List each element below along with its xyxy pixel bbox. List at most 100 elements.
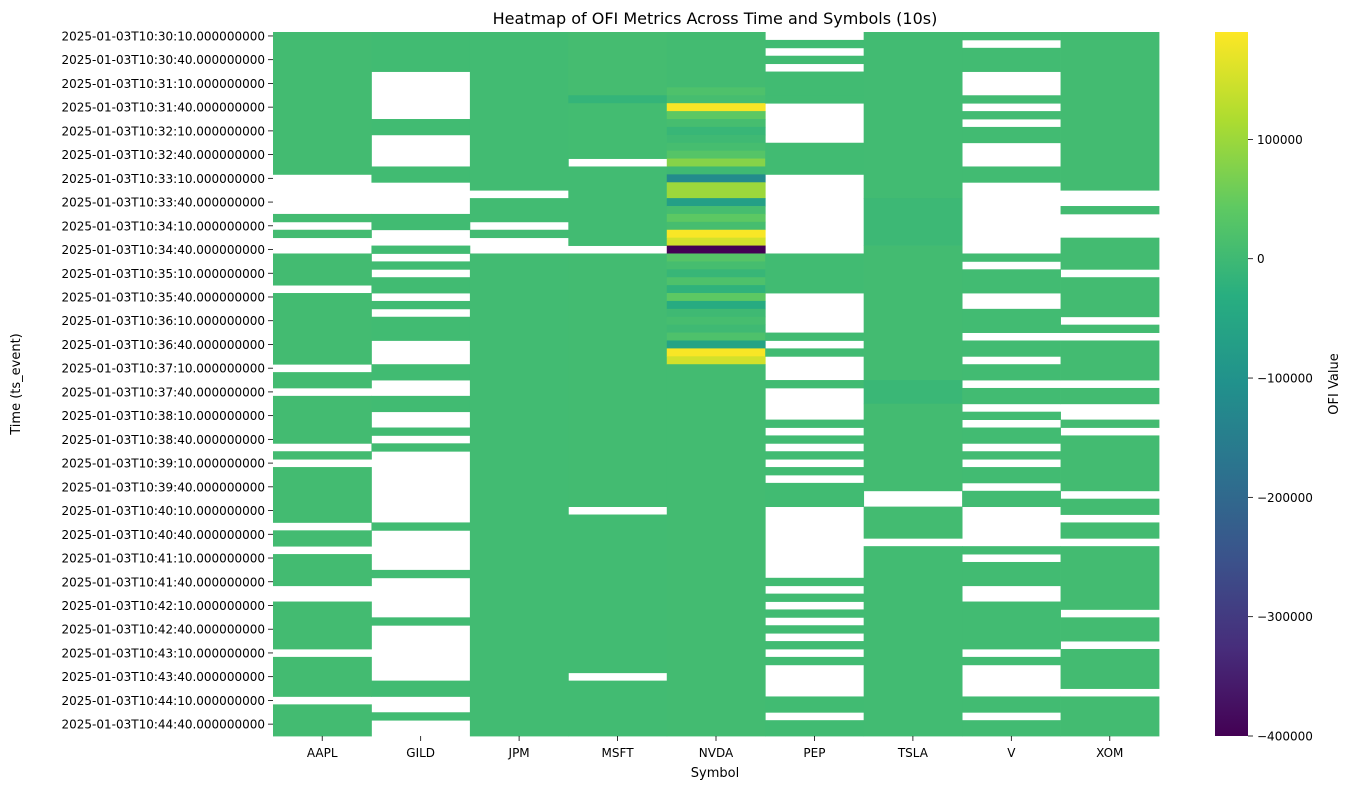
heatmap-cell-nvda — [666, 174, 766, 183]
heatmap-cell-pep — [765, 419, 865, 428]
heatmap-cell-nvda — [666, 150, 766, 159]
heatmap-cell-nvda — [666, 253, 766, 262]
heatmap-cell-nvda — [666, 95, 766, 104]
heatmap-cell-msft — [568, 253, 668, 507]
x-tick-label: V — [1007, 746, 1016, 760]
heatmap-cell-msft — [568, 95, 668, 104]
heatmap-cell-aapl — [273, 213, 372, 223]
x-tick-label: AAPL — [307, 746, 338, 760]
heatmap-cell-pep — [765, 380, 865, 389]
y-tick-label: 2025-01-03T10:38:10.000000000 — [62, 409, 266, 423]
y-tick-label: 2025-01-03T10:42:40.000000000 — [62, 623, 266, 637]
heatmap-cell-pep — [765, 142, 865, 175]
heatmap-cell-msft — [568, 32, 668, 96]
heatmap-cell-xom — [1060, 277, 1160, 318]
x-tick-label: XOM — [1096, 746, 1123, 760]
heatmap-cell-gild — [371, 395, 471, 413]
x-tick-label: TSLA — [897, 746, 929, 760]
heatmap-cell-pep — [765, 435, 865, 444]
heatmap-cell-gild — [371, 680, 471, 697]
heatmap-cell-gild — [371, 245, 471, 254]
heatmap-cell-nvda — [666, 348, 766, 357]
heatmap-cell-v — [962, 720, 1061, 737]
heatmap-cell-v — [962, 411, 1061, 420]
heatmap-cell-nvda — [666, 316, 766, 326]
heatmap-cell-gild — [371, 522, 471, 531]
heatmap-cell-v — [962, 269, 1061, 294]
heatmap-cell-msft — [568, 166, 668, 246]
heatmap-cell-tsla — [863, 380, 963, 405]
heatmap-cell-gild — [371, 277, 471, 294]
heatmap-cell-tsla — [863, 198, 963, 246]
heatmap-cell-nvda — [666, 229, 766, 239]
heatmap-cell-nvda — [666, 206, 766, 215]
heatmap-cell-msft — [568, 680, 668, 737]
heatmap-cell-nvda — [666, 119, 766, 128]
heatmap-cell-nvda — [666, 166, 766, 175]
heatmap-cell-aapl — [273, 293, 372, 365]
y-tick-label: 2025-01-03T10:37:10.000000000 — [62, 362, 266, 376]
y-tick-label: 2025-01-03T10:40:10.000000000 — [62, 504, 266, 518]
heatmap-cell-v — [962, 451, 1061, 460]
x-axis-label: Symbol — [691, 766, 739, 781]
heatmap-cell-jpm — [469, 32, 569, 191]
heatmap-cell-gild — [371, 427, 471, 436]
heatmap-cell-tsla — [863, 403, 963, 492]
heatmap-cell-aapl — [273, 253, 372, 286]
heatmap-cell-tsla — [863, 506, 963, 539]
x-tick-label: GILD — [406, 746, 435, 760]
heatmap-cell-nvda — [666, 111, 766, 120]
y-tick-label: 2025-01-03T10:41:40.000000000 — [62, 575, 266, 589]
y-tick-label: 2025-01-03T10:32:40.000000000 — [62, 148, 266, 162]
colorbar-label: OFI Value — [1327, 353, 1342, 414]
y-tick-label: 2025-01-03T10:31:10.000000000 — [62, 77, 266, 91]
heatmap-cell-gild — [371, 261, 471, 270]
heatmap-cell-gild — [371, 300, 471, 310]
heatmap-cell-gild — [371, 316, 471, 341]
heatmap-cell-nvda — [666, 293, 766, 302]
x-tick-label: NVDA — [699, 746, 734, 760]
heatmap-cell-aapl — [273, 554, 372, 587]
heatmap-cell-xom — [1060, 498, 1160, 515]
heatmap-cell-xom — [1060, 324, 1160, 333]
heatmap-cell-v — [962, 427, 1061, 444]
heatmap-cell-v — [962, 340, 1061, 357]
heatmap-cell-nvda — [666, 340, 766, 349]
heatmap-cell-nvda — [666, 221, 766, 231]
heatmap-cell-tsla — [863, 546, 963, 737]
colorbar-tick-label: −300000 — [1257, 610, 1313, 624]
heatmap-cell-pep — [765, 593, 865, 602]
heatmap-cell-v — [962, 546, 1061, 555]
heatmap-cell-pep — [765, 609, 865, 618]
y-tick-label: 2025-01-03T10:30:40.000000000 — [62, 53, 266, 67]
y-tick-label: 2025-01-03T10:44:40.000000000 — [62, 718, 266, 732]
heatmap-cell-xom — [1060, 435, 1160, 492]
heatmap-cell-aapl — [273, 372, 372, 389]
y-axis: 2025-01-03T10:30:10.000000000 2025-01-03T… — [62, 29, 273, 732]
heatmap-cell-v — [962, 166, 1061, 183]
heatmap-cell-nvda — [666, 126, 766, 136]
heatmap-cell-aapl — [273, 395, 372, 444]
heatmap-cell-pep — [765, 696, 865, 713]
heatmap-cell-nvda — [666, 213, 766, 223]
heatmap-cell-nvda — [666, 261, 766, 270]
heatmap-cells — [273, 32, 1160, 737]
y-tick-label: 2025-01-03T10:33:40.000000000 — [62, 196, 266, 210]
heatmap-cell-gild — [371, 166, 471, 183]
heatmap-cell-xom — [1060, 419, 1160, 428]
y-tick-label: 2025-01-03T10:34:40.000000000 — [62, 243, 266, 257]
heatmap-cell-nvda — [666, 134, 766, 144]
heatmap-cell-pep — [765, 467, 865, 476]
colorbar-tick-label: −400000 — [1257, 730, 1313, 744]
heatmap-cell-nvda — [666, 324, 766, 333]
y-axis-label: Time (ts_event) — [9, 333, 24, 436]
y-tick-label: 2025-01-03T10:39:40.000000000 — [62, 480, 266, 494]
heatmap-cell-aapl — [273, 467, 372, 523]
heatmap-cell-pep — [765, 641, 865, 650]
heatmap-cell-nvda — [666, 32, 766, 88]
y-tick-label: 2025-01-03T10:35:40.000000000 — [62, 290, 266, 304]
heatmap-cell-nvda — [666, 87, 766, 96]
heatmap-cell-pep — [765, 656, 865, 666]
heatmap-cell-msft — [568, 103, 668, 159]
heatmap-cell-xom — [1060, 206, 1160, 215]
